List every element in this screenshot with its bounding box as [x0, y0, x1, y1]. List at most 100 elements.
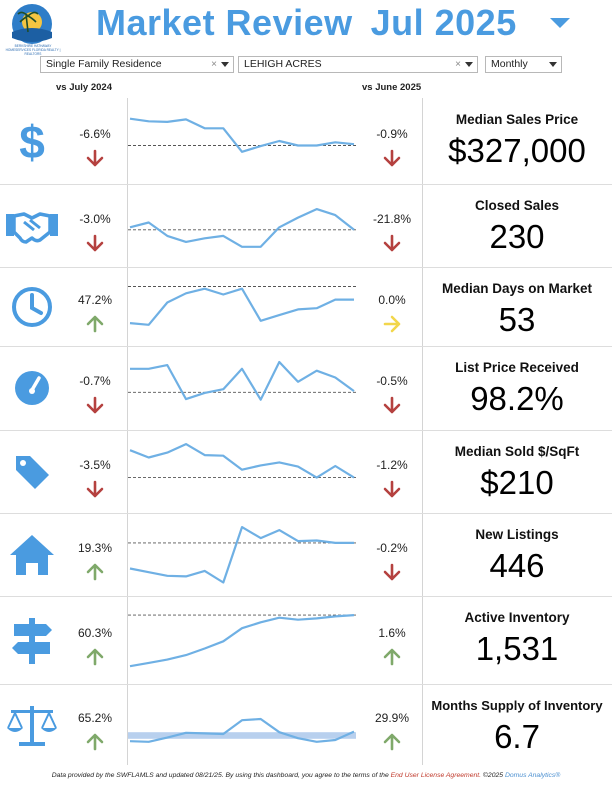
- clock-icon: [10, 285, 54, 334]
- arrow-down-icon: [86, 396, 104, 414]
- spark-line: [129, 208, 355, 248]
- arrow-up-icon: [86, 733, 104, 751]
- row-divider: [0, 684, 612, 685]
- mom-change: 0.0%: [378, 292, 406, 307]
- column-divider: [127, 98, 128, 765]
- clear-area-icon[interactable]: ×: [455, 59, 461, 70]
- handshake-icon: [4, 208, 60, 249]
- frequency-select[interactable]: Monthly: [485, 56, 562, 73]
- metric-value: 53: [498, 301, 536, 338]
- clear-property-type-icon[interactable]: ×: [211, 59, 217, 70]
- footer-text: Data provided by the SWFLAMLS and update…: [51, 772, 391, 779]
- trend-sparkline: [128, 686, 356, 764]
- property-type-select[interactable]: Single Family Residence ×: [40, 56, 234, 73]
- yoy-change: 47.2%: [77, 292, 113, 307]
- trend-sparkline: [128, 348, 356, 428]
- footer-disclaimer: Data provided by the SWFLAMLS and update…: [0, 772, 612, 779]
- trend-sparkline: [128, 269, 356, 344]
- yoy-change: -3.5%: [79, 457, 111, 472]
- trend-sparkline: [128, 100, 356, 182]
- arrow-up-icon: [383, 733, 401, 751]
- menu-dropdown-button[interactable]: [548, 14, 572, 30]
- yoy-change: 60.3%: [77, 626, 113, 640]
- title-period: Jul 2025: [370, 2, 517, 43]
- area-value: LEHIGH ACRES: [244, 58, 322, 70]
- metric-value: 6.7: [494, 718, 540, 755]
- chevron-down-icon: [549, 62, 557, 67]
- column-divider: [422, 98, 423, 765]
- tag-icon: [12, 452, 52, 497]
- arrow-down-icon: [383, 149, 401, 167]
- arrow-up-icon: [86, 563, 104, 581]
- spark-line: [129, 717, 355, 743]
- page-title: Market Review Jul 2025: [96, 2, 535, 44]
- mom-change: -0.9%: [376, 127, 408, 141]
- mom-column-header: vs June 2025: [362, 82, 422, 93]
- arrow-up-icon: [383, 648, 401, 666]
- spark-line: [129, 117, 355, 153]
- yoy-change: -0.7%: [79, 374, 111, 388]
- metric-value: $210: [480, 464, 554, 501]
- metric-label: List Price Received: [455, 360, 579, 375]
- arrow-down-icon: [86, 149, 104, 167]
- svg-text:$: $: [19, 116, 45, 166]
- arrow-up-icon: [86, 648, 104, 666]
- trend-sparkline: [128, 432, 356, 511]
- mom-change: -0.2%: [376, 540, 408, 555]
- arrow-up-icon: [86, 315, 104, 333]
- row-divider: [0, 430, 612, 431]
- spark-reference-band: [128, 732, 356, 739]
- mom-change: -1.2%: [376, 457, 408, 472]
- chevron-down-icon: [465, 62, 473, 67]
- property-type-value: Single Family Residence: [46, 58, 162, 70]
- house-icon: [8, 533, 56, 582]
- trend-sparkline: [128, 186, 356, 265]
- metric-label: Closed Sales: [474, 198, 560, 213]
- row-divider: [0, 346, 612, 347]
- title-text: Market Review: [96, 2, 353, 43]
- signpost-icon: [10, 616, 54, 669]
- metric-value: $327,000: [448, 132, 586, 169]
- arrow-down-icon: [383, 234, 401, 252]
- arrow-down-icon: [383, 563, 401, 581]
- arrow-down-icon: [86, 480, 104, 498]
- row-divider: [0, 184, 612, 185]
- spark-line: [129, 443, 355, 479]
- yoy-change: -6.6%: [79, 127, 111, 141]
- dollar-icon: $: [12, 116, 52, 171]
- mom-change: -0.5%: [376, 374, 408, 388]
- mom-change: 1.6%: [378, 626, 406, 640]
- trend-sparkline: [128, 515, 356, 594]
- row-divider: [0, 596, 612, 597]
- eula-link[interactable]: End User License Agreement.: [390, 772, 482, 779]
- mom-change: -21.8%: [372, 211, 412, 226]
- scale-icon: [5, 702, 59, 753]
- yoy-change: 65.2%: [77, 711, 113, 725]
- arrow-down-icon: [383, 480, 401, 498]
- yoy-column-header: vs July 2024: [56, 82, 112, 93]
- trend-sparkline: [128, 598, 356, 682]
- triangle-down-icon: [550, 18, 570, 28]
- brokerage-logo-text: BERKSHIRE HATHAWAY HOMESERVICES FLORIDA …: [5, 44, 61, 56]
- metric-label: Active Inventory: [464, 610, 570, 625]
- metric-value: 446: [489, 547, 545, 584]
- mom-change: 29.9%: [374, 711, 410, 725]
- brokerage-logo: [6, 2, 58, 50]
- metric-value: 98.2%: [470, 380, 564, 417]
- metric-label: Median Sales Price: [455, 112, 579, 127]
- row-divider: [0, 513, 612, 514]
- spark-line: [130, 360, 355, 401]
- yoy-change: 19.3%: [77, 540, 113, 555]
- domus-analytics-link[interactable]: Domus Analytics®: [504, 772, 561, 779]
- row-divider: [0, 267, 612, 268]
- area-select[interactable]: LEHIGH ACRES ×: [238, 56, 478, 73]
- metric-label: Months Supply of Inventory: [431, 698, 603, 713]
- metric-label: Median Sold $/SqFt: [454, 444, 580, 459]
- spark-line: [129, 614, 355, 668]
- metric-value: 1,531: [475, 630, 559, 667]
- spark-line: [129, 287, 354, 326]
- arrow-down-icon: [86, 234, 104, 252]
- arrow-right-icon: [383, 315, 401, 333]
- metric-label: Median Days on Market: [441, 281, 593, 296]
- chevron-down-icon: [221, 62, 229, 67]
